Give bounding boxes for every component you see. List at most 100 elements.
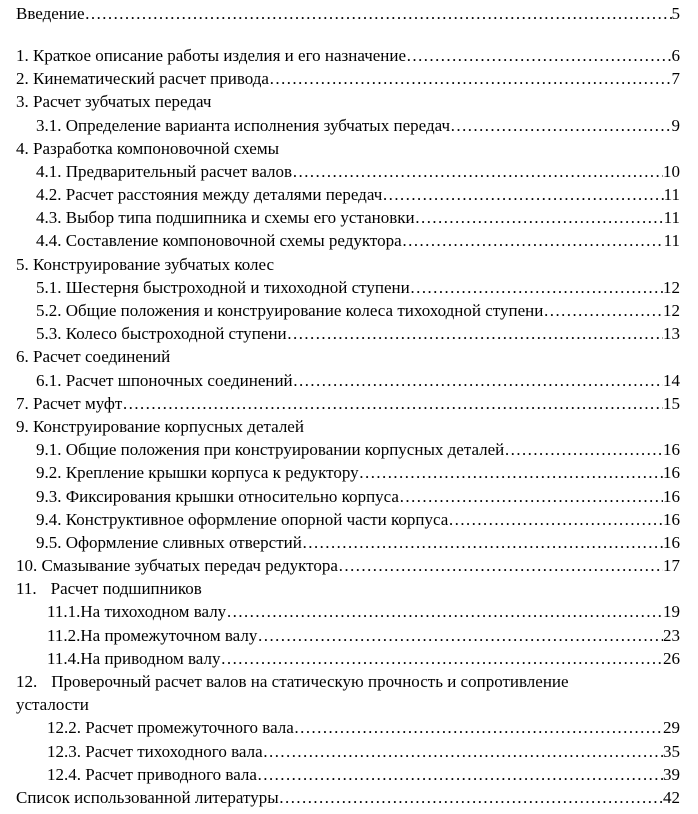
dot-leader [263, 740, 663, 763]
toc-entry-title: 3.1. Определение варианта исполнения зуб… [36, 114, 450, 137]
toc-entry-title: 5.2. Общие положения и конструирование к… [36, 299, 543, 322]
toc-entry: 9.4. Конструктивное оформление опорной ч… [16, 508, 680, 531]
toc-entry-title: 6.1. Расчет шпоночных соединений [36, 369, 293, 392]
toc-entry: 9.1. Общие положения при конструировании… [16, 438, 680, 461]
dot-leader [382, 183, 663, 206]
toc-entry-text: 5.3. Колесо быстроходной ступени [36, 324, 287, 344]
dot-leader [450, 114, 671, 137]
dot-leader [292, 160, 663, 183]
toc-entry: 11.4.На приводном валу 26 [16, 647, 680, 670]
toc-entry-page: 11 [663, 231, 680, 251]
toc-entry-text: усталости [16, 695, 89, 715]
dot-leader [269, 67, 672, 90]
toc-entry-text: 10. Смазывание зубчатых передач редуктор… [16, 556, 338, 576]
toc-entry-text: 9.3. Фиксирования крышки относительно ко… [36, 486, 399, 506]
toc-entry-text: 5. Конструирование зубчатых колес [16, 254, 275, 274]
toc-entry-text: 1. Краткое описание работы изделия и его… [16, 45, 407, 65]
toc-entry-text: 5.2. Общие положения и конструирование к… [36, 301, 544, 321]
toc-entry-page: 13 [663, 324, 680, 344]
table-of-contents: Введение 5 1. Краткое описание работы из… [16, 2, 680, 809]
toc-entry-text: 11.4.На приводном валу [47, 648, 221, 668]
toc-entry: 12. Проверочный расчет валов на статическ… [16, 670, 680, 693]
spacer [16, 25, 680, 44]
dot-leader [406, 44, 671, 67]
dot-leader [415, 206, 664, 229]
dot-leader [402, 229, 664, 252]
dot-leader [279, 786, 663, 809]
toc-entry-title: 5.3. Колесо быстроходной ступени [36, 322, 287, 345]
toc-entry: 9.5. Оформление сливных отверстий 16 [16, 531, 680, 554]
toc-entry-text: Расчет подшипников [50, 579, 202, 599]
toc-entry-title: 12.3. Расчет тихоходного вала [47, 740, 263, 763]
toc-entry: 2. Кинематический расчет привода 7 [16, 67, 680, 90]
toc-entry-page: 26 [663, 648, 680, 668]
dot-leader [410, 276, 663, 299]
toc-entry-text: 4.3. Выбор типа подшипника и схемы его у… [36, 208, 415, 228]
dot-leader [399, 485, 663, 508]
toc-entry-text: 6.1. Расчет шпоночных соединений [36, 370, 293, 390]
toc-entry-page: 39 [663, 764, 680, 784]
toc-entry-bibliography: Список использованной литературы 42 [16, 786, 680, 809]
toc-entry-page: 5 [671, 4, 681, 23]
toc-entry-title: 6. Расчет соединений [16, 345, 170, 368]
toc-entry-title: 5.1. Шестерня быстроходной и тихоходной … [36, 276, 410, 299]
toc-entry-title: 5. Конструирование зубчатых колес [16, 253, 274, 276]
toc-entry-page: 35 [663, 741, 680, 761]
toc-entry-page: 12 [663, 301, 680, 321]
toc-entry: 9. Конструирование корпусных деталей [16, 415, 680, 438]
toc-entry-text: 2. Кинематический расчет привода [16, 69, 269, 89]
toc-entry-text: 4.4. Составление компоновочной схемы ред… [36, 231, 402, 251]
toc-entry-title: 12. Проверочный расчет валов на статическ… [16, 670, 569, 693]
dot-leader [504, 438, 663, 461]
toc-entry-title: 9.2. Крепление крышки корпуса к редуктор… [36, 461, 359, 484]
toc-entry-page: 9 [671, 115, 681, 135]
toc-entry-title: усталости [16, 693, 89, 716]
dot-leader [122, 392, 663, 415]
toc-entry-page: 16 [663, 532, 680, 552]
toc-entry: усталости [16, 693, 680, 716]
toc-entry-title: 3. Расчет зубчатых передач [16, 90, 211, 113]
toc-entry-text: 11.2.На промежуточном валу [47, 625, 258, 645]
toc-entry: 12.3. Расчет тихоходного вала 35 [16, 740, 680, 763]
toc-entry-title: 9.3. Фиксирования крышки относительно ко… [36, 485, 399, 508]
dot-leader [226, 600, 663, 623]
dot-leader [287, 322, 663, 345]
toc-entry-intro: Введение 5 [16, 2, 680, 25]
toc-entry-text: 6. Расчет соединений [16, 347, 171, 367]
toc-entry-title: 9.4. Конструктивное оформление опорной ч… [36, 508, 448, 531]
toc-entry-title: 12.4. Расчет приводного вала [47, 763, 257, 786]
toc-entry: 1. Краткое описание работы изделия и его… [16, 44, 680, 67]
toc-entry-title: 11. Расчет подшипников [16, 577, 202, 600]
toc-entry-text: 9.2. Крепление крышки корпуса к редуктор… [36, 463, 359, 483]
toc-entry: 12.2. Расчет промежуточного вала 29 [16, 716, 680, 739]
dot-leader [220, 647, 663, 670]
toc-entry-title: 10. Смазывание зубчатых передач редуктор… [16, 554, 338, 577]
toc-entry-title: 11.4.На приводном валу [47, 647, 220, 670]
toc-entry-text: 9.1. Общие положения при конструировании… [36, 440, 505, 460]
toc-entry: 4. Разработка компоновочной схемы [16, 137, 680, 160]
toc-entry-page: 16 [663, 463, 680, 483]
toc-entry-text: 3. Расчет зубчатых передач [16, 92, 212, 112]
toc-entry: 9.2. Крепление крышки корпуса к редуктор… [16, 461, 680, 484]
toc-entry-title: 4. Разработка компоновочной схемы [16, 137, 279, 160]
toc-entry: 11. Расчет подшипников [16, 577, 680, 600]
toc-entry-title: 12.2. Расчет промежуточного вала [47, 716, 294, 739]
toc-entry-page: 14 [663, 370, 680, 390]
dot-leader [294, 716, 663, 739]
toc-entry-page: 16 [663, 486, 680, 506]
toc-entry-page: 16 [663, 440, 680, 460]
toc-entry: 6.1. Расчет шпоночных соединений 14 [16, 369, 680, 392]
toc-entry-text: 4. Разработка компоновочной схемы [16, 138, 280, 158]
toc-entry-title: 11.2.На промежуточном валу [47, 624, 257, 647]
dot-leader [448, 508, 663, 531]
toc-entry-text: 7. Расчет муфт [16, 393, 123, 413]
toc-entry: 4.4. Составление компоновочной схемы ред… [16, 229, 680, 252]
toc-entry-text: 12.2. Расчет промежуточного вала [47, 718, 294, 738]
toc-entry-page: 12 [663, 277, 680, 297]
toc-entry-text: 4.2. Расчет расстояния между деталями пе… [36, 185, 383, 205]
toc-entry-page: 11 [663, 208, 680, 228]
toc-entry-page: 15 [663, 393, 680, 413]
toc-entry: 10. Смазывание зубчатых передач редуктор… [16, 554, 680, 577]
toc-entry-text: 5.1. Шестерня быстроходной и тихоходной … [36, 277, 410, 297]
toc-entry-text: 9.4. Конструктивное оформление опорной ч… [36, 509, 449, 529]
